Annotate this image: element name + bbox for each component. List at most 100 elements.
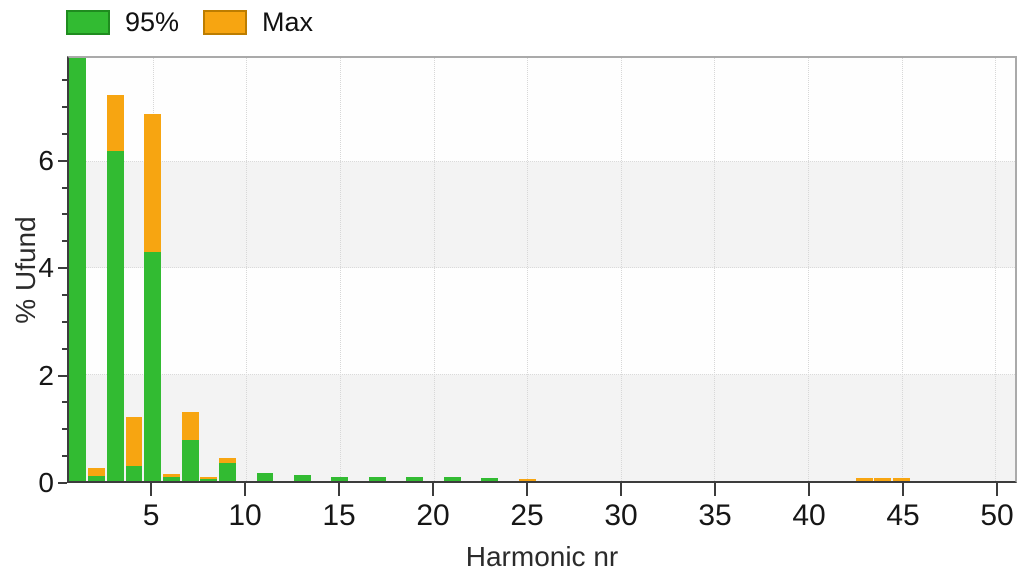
bar-h6-max-segment [162, 473, 180, 477]
bar-h44 [874, 58, 892, 481]
x-tick-40 [808, 483, 811, 496]
y-minor-tick [62, 428, 67, 431]
gridline-x-20 [433, 58, 435, 481]
y-minor-tick [62, 294, 67, 297]
bar-h6 [162, 58, 180, 481]
x-axis: 5 10 15 20 25 30 35 40 45 50 [67, 483, 1017, 543]
bar-h13 [294, 58, 311, 481]
bar-h2-max-segment [88, 467, 105, 476]
bar-h25-max-segment [518, 478, 536, 481]
y-tick-label-4: 4 [38, 252, 54, 284]
legend-swatch-95pct-icon [66, 10, 110, 35]
bar-h23-95pct-segment [481, 477, 499, 481]
bar-h1 [69, 58, 87, 481]
x-tick-30 [620, 483, 623, 496]
bar-h8 [200, 58, 218, 481]
bar-h13-95pct-segment [294, 474, 311, 481]
bar-h11-95pct-segment [256, 473, 274, 481]
bar-h9-95pct-segment [219, 463, 236, 481]
y-minor-tick [62, 106, 67, 109]
x-tick-25 [526, 483, 529, 496]
y-minor-tick [62, 240, 67, 243]
gridline-x-10 [246, 58, 248, 481]
bar-h17 [368, 58, 386, 481]
bar-h5 [144, 58, 162, 481]
gridline-x-25 [527, 58, 529, 481]
bar-h4-95pct-segment [125, 466, 143, 481]
y-tick-label-2: 2 [38, 359, 54, 391]
x-tick-label-5: 5 [142, 499, 160, 532]
bar-h44-max-segment [874, 478, 892, 481]
x-tick-50 [996, 483, 999, 496]
bar-h4-max-segment [125, 417, 143, 467]
x-tick-20 [432, 483, 435, 496]
bar-h2-95pct-segment [88, 475, 105, 481]
y-minor-tick [62, 455, 67, 458]
y-axis-title: % Ufund [10, 216, 41, 324]
bar-h45-max-segment [893, 478, 910, 481]
x-tick-label-30: 30 [604, 499, 638, 532]
x-tick-label-25: 25 [510, 499, 544, 532]
gridline-x-45 [901, 58, 903, 481]
bar-h2 [88, 58, 105, 481]
gridline-y-2 [69, 373, 1015, 375]
x-tick-35 [714, 483, 717, 496]
x-tick-label-50: 50 [980, 499, 1014, 532]
gridline-x-50 [995, 58, 997, 481]
y-minor-tick [62, 132, 67, 135]
x-tick-label-40: 40 [792, 499, 826, 532]
bar-h3-max-segment [106, 95, 124, 152]
legend-swatch-max-icon [203, 10, 248, 35]
bar-h43 [855, 58, 873, 481]
y-tick-2 [58, 374, 67, 377]
x-tick-label-10: 10 [228, 499, 262, 532]
bar-h15-95pct-segment [331, 477, 349, 481]
bar-h8-95pct-segment [200, 479, 218, 481]
y-minor-tick [62, 186, 67, 189]
bar-h17-95pct-segment [368, 476, 386, 481]
legend-label-95pct: 95% [125, 7, 180, 37]
y-tick-0 [58, 482, 67, 484]
bar-h4 [125, 58, 143, 481]
bar-h43-max-segment [855, 478, 873, 481]
x-tick-45 [902, 483, 905, 496]
y-minor-tick [62, 347, 67, 350]
bar-h8-max-segment [200, 476, 218, 480]
bar-h7-95pct-segment [181, 439, 199, 481]
bar-h15 [331, 58, 349, 481]
x-tick-10 [244, 483, 247, 496]
x-tick-5 [150, 483, 153, 496]
plot-area [67, 56, 1017, 483]
x-tick-label-15: 15 [322, 499, 356, 532]
bar-h21 [443, 58, 461, 481]
gridline-y-6 [69, 160, 1015, 162]
bar-h1-95pct-segment [69, 58, 87, 481]
bar-h6-95pct-segment [162, 476, 180, 481]
bar-h7-max-segment [181, 411, 199, 440]
bar-h23 [481, 58, 499, 481]
bar-h5-max-segment [144, 113, 162, 253]
bar-h3-95pct-segment [106, 151, 124, 481]
y-minor-tick [62, 79, 67, 82]
bar-h9-max-segment [219, 458, 236, 464]
legend-label-max: Max [262, 7, 314, 37]
bar-h19 [406, 58, 424, 481]
bar-h9 [219, 58, 236, 481]
legend-item-max: Max [203, 9, 313, 36]
bar-h21-95pct-segment [443, 476, 461, 481]
y-axis: 0 2 4 6 [0, 56, 67, 498]
gridline-x-15 [339, 58, 341, 481]
x-tick-label-20: 20 [416, 499, 450, 532]
bar-h19-95pct-segment [406, 477, 424, 481]
bar-h11 [256, 58, 274, 481]
x-tick-label-45: 45 [886, 499, 920, 532]
chart-legend: 95% Max [66, 9, 313, 36]
gridline-y-4 [69, 267, 1015, 269]
gridline-x-35 [714, 58, 716, 481]
y-minor-tick [62, 213, 67, 216]
bar-h45 [893, 58, 910, 481]
legend-item-95pct: 95% [66, 9, 179, 36]
bar-h5-95pct-segment [144, 252, 162, 481]
bar-h7 [181, 58, 199, 481]
bar-h25 [518, 58, 536, 481]
